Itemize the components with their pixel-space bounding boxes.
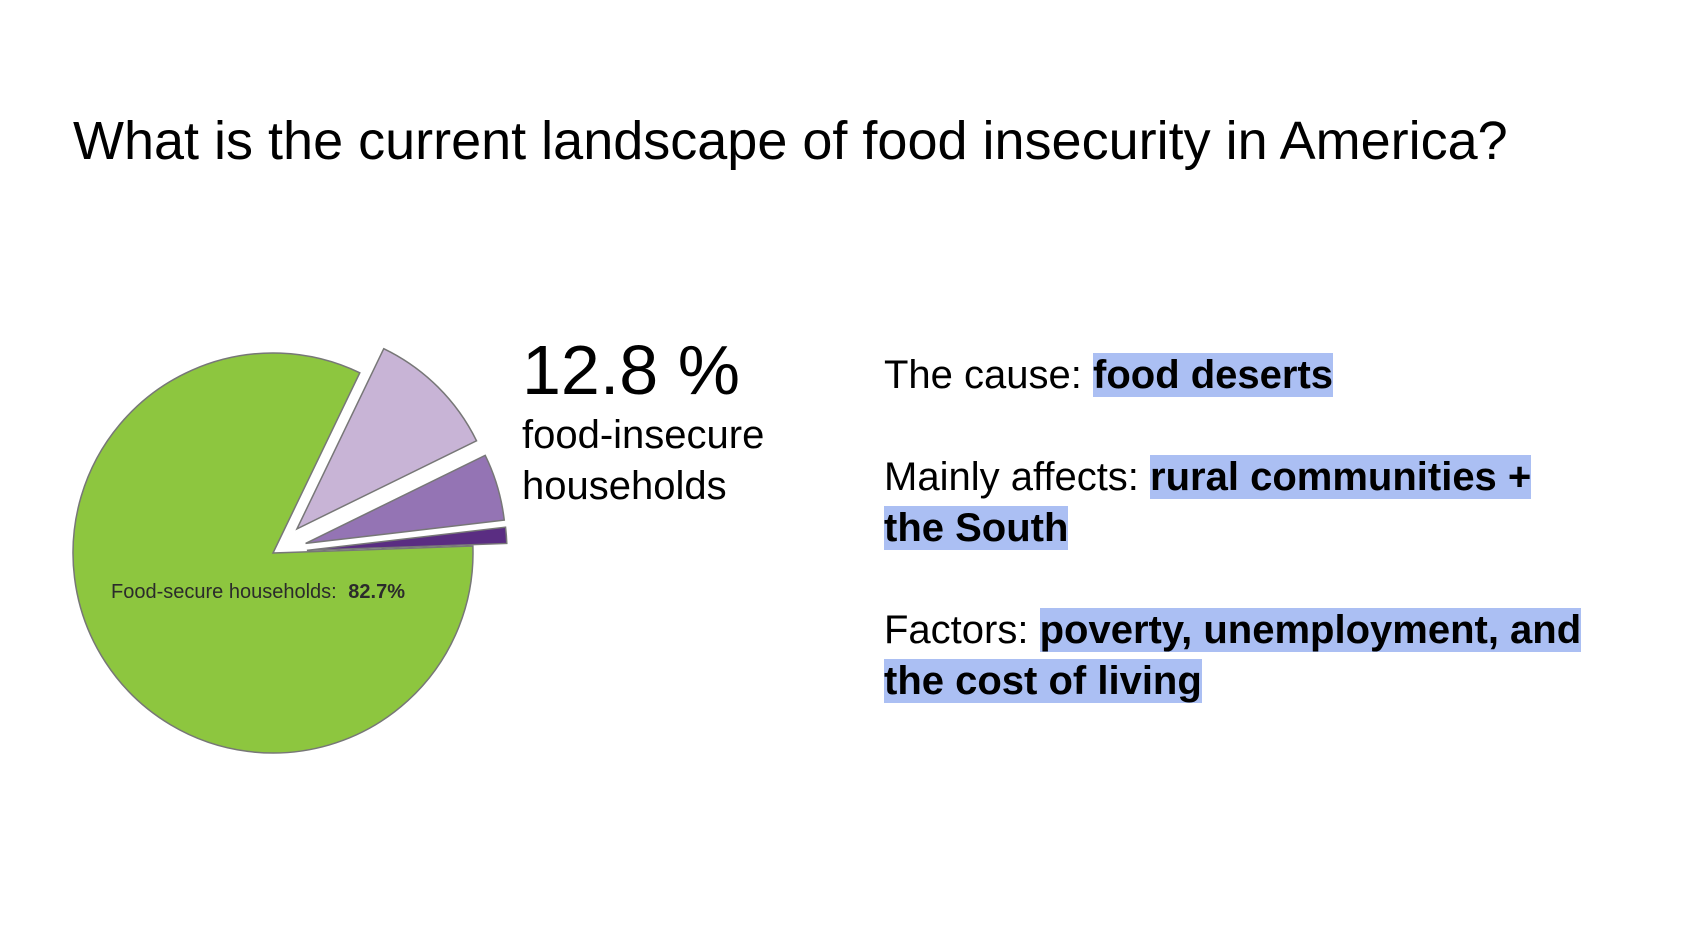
fact-cause: The cause: food deserts [884, 350, 1584, 401]
pie-chart: Food-secure households: 82.7% [72, 347, 508, 754]
stat-value: 12.8 % [522, 331, 740, 409]
pie-slices [72, 347, 508, 754]
stat-caption: food-insecure households [522, 413, 765, 508]
fact-label: Factors: [884, 608, 1029, 652]
fact-label: The cause: [884, 353, 1082, 397]
fact-label: Mainly affects: [884, 455, 1139, 499]
pie-label-food-secure: Food-secure households: 82.7% [111, 581, 405, 603]
pie-slice-food-secure [72, 352, 474, 754]
slide-title: What is the current landscape of food in… [73, 111, 1508, 171]
pie-label-value: 82.7% [348, 581, 405, 603]
pie-slice-medium [305, 454, 506, 545]
pie-label-text: Food-secure households: [111, 581, 337, 603]
stat-block: 12.8 % food-insecure households [522, 330, 822, 512]
pie-slice-light [295, 347, 478, 531]
facts-list: The cause: food deserts Mainly affects: … [884, 350, 1584, 758]
fact-factors: Factors: poverty, unemployment, and the … [884, 605, 1584, 707]
fact-affects: Mainly affects: rural communities + the … [884, 452, 1584, 554]
fact-value-highlight: food deserts [1093, 353, 1334, 397]
pie-slice-dark [306, 526, 508, 552]
